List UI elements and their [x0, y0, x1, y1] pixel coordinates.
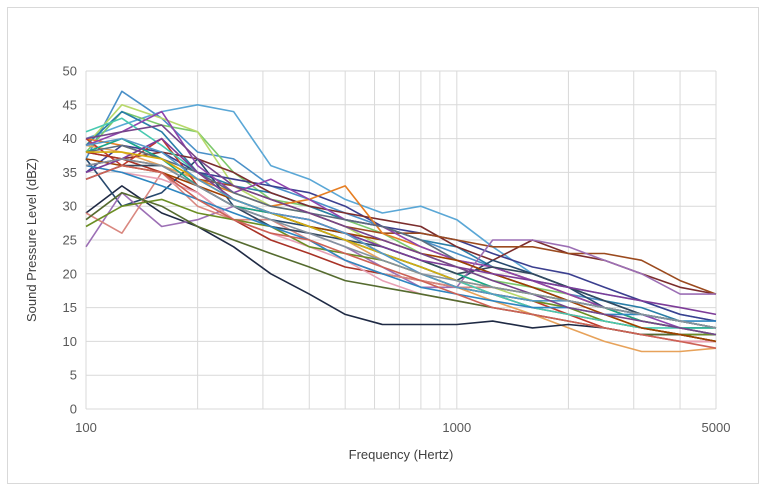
series-line-31 [85, 124, 717, 336]
y-tick-label: 15 [63, 300, 77, 315]
y-tick-label: 5 [70, 368, 77, 383]
y-tick-label: 35 [63, 165, 77, 180]
series-line-6 [85, 144, 717, 322]
series-layer [85, 90, 717, 353]
y-tick-label: 50 [63, 64, 77, 79]
y-tick-label: 20 [63, 266, 77, 281]
y-tick-label: 10 [63, 334, 77, 349]
x-tick-label: 5000 [702, 420, 731, 435]
series-line-25 [85, 164, 716, 322]
series-line-30 [85, 164, 717, 349]
y-tick-label: 0 [70, 402, 77, 417]
y-tick-label: 25 [63, 233, 77, 248]
x-tick-labels: 100 1000 5000 [75, 420, 730, 435]
y-tick-label: 40 [63, 131, 77, 146]
series-line-32 [85, 158, 717, 329]
y-tick-labels: 0 5 10 15 20 25 30 35 40 45 50 [63, 64, 77, 417]
y-tick-label: 30 [63, 199, 77, 214]
y-tick-label: 45 [63, 97, 77, 112]
series-line-2 [85, 104, 717, 322]
series-line-22 [85, 117, 717, 336]
x-tick-label: 1000 [442, 420, 471, 435]
x-tick-label: 100 [75, 420, 97, 435]
x-axis-title: Frequency (Hertz) [349, 447, 454, 462]
series-line-27 [85, 137, 717, 316]
y-axis-title: Sound Pressure Level (dBZ) [24, 158, 39, 322]
